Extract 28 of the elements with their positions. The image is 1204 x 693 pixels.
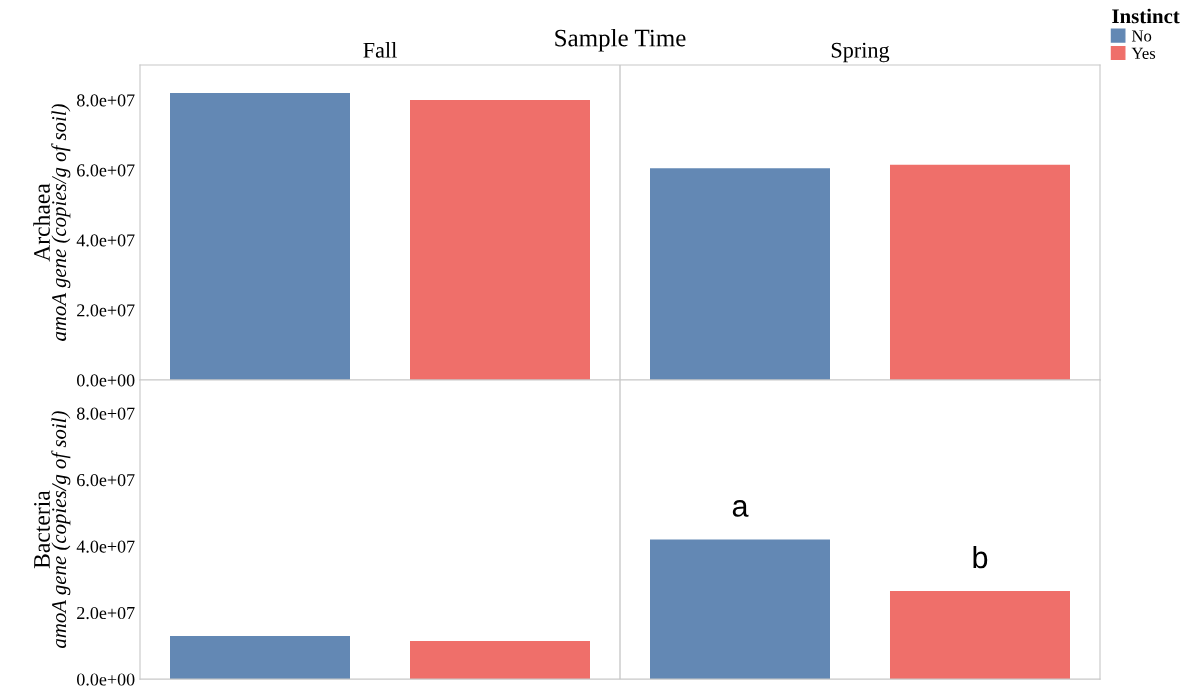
y-axis-title: Archaea amoA gene (copies/g of soil): [33, 104, 71, 341]
bar: [890, 164, 1070, 380]
y-tick-label: 4.0e+07: [76, 234, 135, 247]
y-tick-label: 8.0e+07: [77, 94, 135, 107]
y-tick-label: 0.0e+00: [77, 374, 135, 387]
y-tick-label: 6.0e+07: [77, 164, 135, 177]
annotation: b: [973, 545, 988, 569]
x-tick-label: Spring: [831, 42, 890, 63]
bar: [170, 93, 350, 380]
annotation: a: [732, 500, 749, 517]
legend-label: No: [1131, 30, 1152, 42]
x-tick-label: Fall: [363, 42, 397, 58]
legend-label: Yes: [1131, 47, 1156, 59]
y-tick-label: 6.0e+07: [77, 473, 135, 487]
bar: [410, 640, 590, 680]
x-axis-title: Sample Time: [555, 28, 686, 52]
y-axis-title: Bacteria amoA gene (copies/g of soil): [34, 411, 71, 648]
bar: [650, 168, 830, 380]
bar: [170, 635, 350, 680]
legend-title: Instinct: [1112, 8, 1180, 24]
y-tick-label: 8.0e+07: [77, 407, 135, 420]
y-tick-label: 2.0e+07: [77, 304, 135, 317]
bar: [890, 591, 1070, 680]
y-tick-label: 2.0e+07: [77, 606, 135, 620]
bar: [650, 539, 830, 680]
y-tick-label: 4.0e+07: [76, 540, 135, 553]
bar: [410, 100, 590, 380]
y-tick-label: 0.0e+00: [77, 673, 135, 686]
